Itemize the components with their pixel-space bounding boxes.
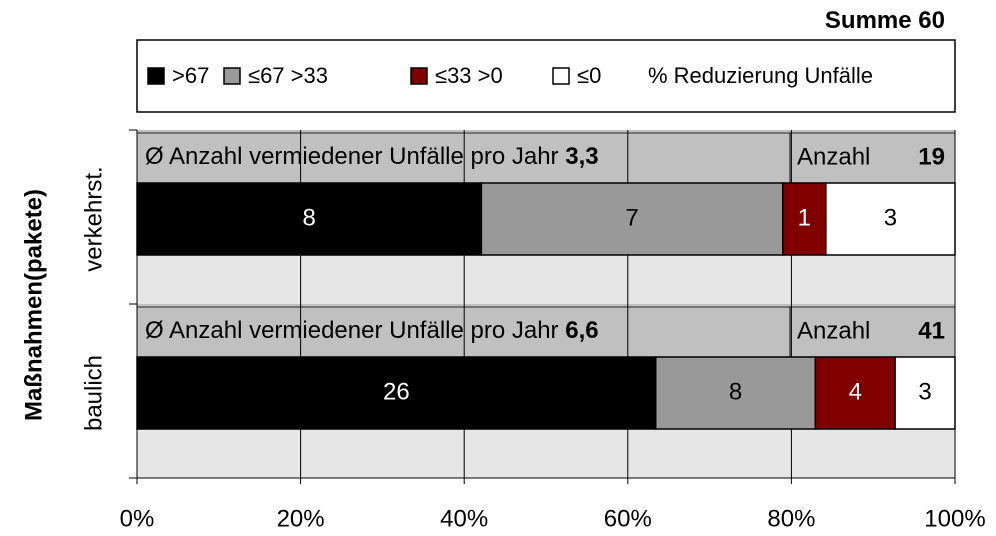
- data-label: 8: [303, 204, 316, 231]
- bar-segment: [654, 356, 817, 430]
- legend-label: ≤67 >33: [248, 63, 328, 88]
- annotation-count: 41: [918, 317, 945, 344]
- legend-label: ≤33 >0: [435, 63, 503, 88]
- annotation-text: Ø Anzahl vermiedener Unfälle pro Jahr: [145, 143, 559, 170]
- annotation-text: Ø Anzahl vermiedener Unfälle pro Jahr: [145, 317, 559, 344]
- data-label: 7: [625, 204, 638, 231]
- annotation-box: [789, 132, 956, 184]
- legend-box: [136, 39, 956, 113]
- annotation-count: 19: [918, 143, 945, 170]
- bar-segment: [136, 356, 657, 430]
- bar-segment: [136, 182, 483, 256]
- legend-title: % Reduzierung Unfälle: [648, 63, 873, 88]
- annotation-value: 6,6: [565, 317, 598, 344]
- summary: Summe 60: [825, 7, 945, 34]
- summary-value: 60: [918, 7, 945, 34]
- legend-label: ≤0: [577, 63, 601, 88]
- row-strip: [137, 130, 955, 183]
- annotation-value: 3,3: [565, 143, 598, 170]
- annotation-count-label: Anzahl: [797, 143, 870, 170]
- legend-label: >67: [172, 63, 209, 88]
- legend-swatch: [410, 67, 428, 85]
- x-tick-label: 20%: [277, 505, 325, 532]
- bar-segment: [480, 182, 784, 256]
- data-label: 3: [918, 378, 931, 405]
- data-label: 3: [884, 204, 897, 231]
- data-label: 26: [383, 378, 410, 405]
- axis-label: Maßnahmen(pakete): [20, 189, 47, 421]
- x-tick-label: 80%: [767, 505, 815, 532]
- y-tick-label: verkehrst.: [80, 166, 107, 271]
- legend-swatch: [147, 67, 165, 85]
- row-strip: [137, 304, 955, 357]
- legend-swatch: [552, 67, 570, 85]
- annotation-count-label: Anzahl: [797, 317, 870, 344]
- data-label: 8: [729, 378, 742, 405]
- bar-segment: [814, 356, 896, 430]
- annotation: Ø Anzahl vermiedener Unfälle pro Jahr 6,…: [145, 317, 599, 344]
- x-tick-label: 0%: [120, 505, 155, 532]
- x-tick-label: 60%: [604, 505, 652, 532]
- annotation: Ø Anzahl vermiedener Unfälle pro Jahr 3,…: [145, 143, 599, 170]
- data-label: 1: [798, 204, 811, 231]
- legend-swatch: [223, 67, 241, 85]
- bar-segment: [825, 182, 956, 256]
- x-tick-label: 40%: [440, 505, 488, 532]
- data-label: 4: [849, 378, 862, 405]
- x-tick-label: 100%: [924, 505, 985, 532]
- annotation-box: [789, 306, 956, 358]
- y-tick-label: baulich: [80, 355, 107, 431]
- summary-label: Summe: [825, 7, 912, 34]
